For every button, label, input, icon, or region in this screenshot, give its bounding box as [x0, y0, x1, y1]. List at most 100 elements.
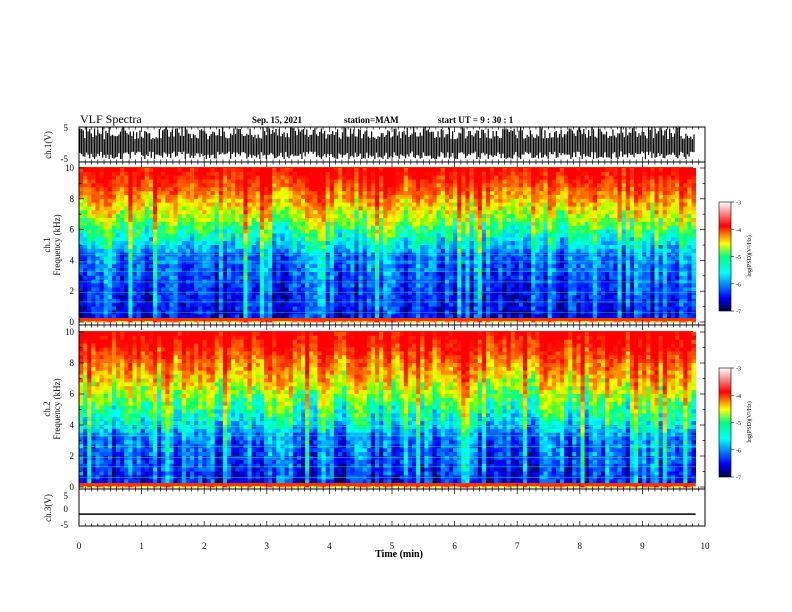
spectrogram-cell	[362, 260, 368, 265]
spectrogram-cell	[481, 179, 487, 184]
spectrogram-cell	[152, 206, 158, 211]
spectrogram-cell	[601, 168, 606, 173]
spectrogram-cell	[300, 187, 306, 192]
spectrogram-cell	[687, 214, 692, 219]
spectrogram-cell	[296, 229, 302, 234]
spectrogram-cell	[210, 245, 216, 250]
spectrogram-cell	[305, 221, 310, 227]
spectrogram-cell	[654, 260, 660, 265]
spectrogram-cell	[317, 237, 322, 242]
spectrogram-cell	[514, 214, 520, 219]
spectrogram-cell	[214, 198, 220, 204]
spectrogram-cell	[547, 202, 553, 207]
spectrogram-cell	[350, 221, 355, 227]
spectrogram-cell	[325, 187, 331, 192]
spectrogram-cell	[292, 245, 298, 250]
spectrogram-cell	[596, 271, 602, 277]
spectrogram-cell	[235, 218, 240, 223]
spectrogram-cell	[420, 198, 425, 204]
spectrogram-cell	[251, 187, 257, 192]
spectrogram-cell	[198, 187, 203, 192]
spectrogram-cell	[514, 218, 520, 223]
spectrogram-cell	[185, 275, 191, 281]
spectrogram-cell	[206, 194, 211, 200]
spectrogram-cell	[374, 171, 380, 177]
spectrogram-cell	[124, 206, 129, 211]
spectrogram-cell	[337, 275, 343, 281]
spectrogram-cell	[292, 225, 298, 230]
spectrogram-cell	[128, 237, 133, 242]
spectrogram-cell	[444, 241, 450, 246]
spectrogram-cell	[453, 264, 458, 269]
spectrogram-cell	[399, 210, 405, 215]
spectrogram-cell	[502, 187, 507, 192]
spectrogram-cell	[383, 171, 388, 177]
spectrogram-cell	[317, 210, 322, 215]
spectrogram-cell	[584, 248, 590, 254]
spectrogram-cell	[576, 248, 581, 254]
spectrogram-cell	[280, 237, 285, 242]
spectrogram-cell	[399, 256, 405, 261]
spectrogram-cell	[481, 206, 487, 211]
spectrogram-cell	[576, 268, 581, 273]
spectrogram-cell	[144, 187, 150, 192]
spectrogram-cell	[374, 206, 380, 211]
spectrogram-cell	[226, 225, 232, 230]
spectrogram-cell	[107, 275, 113, 281]
spectrogram-cell	[559, 175, 565, 180]
spectrogram-cell	[128, 260, 133, 265]
spectrogram-cell	[79, 194, 84, 200]
spectrogram-cell	[617, 194, 623, 200]
spectrogram-cell	[387, 202, 392, 207]
spectrogram-cell	[605, 191, 610, 196]
spectrogram-cell	[580, 233, 586, 238]
spectrogram-cell	[605, 214, 610, 219]
spectrogram-cell	[440, 248, 446, 254]
spectrogram-cell	[272, 187, 277, 192]
spectrogram-cell	[601, 218, 606, 223]
spectrogram-cell	[564, 214, 569, 219]
spectrogram-cell	[609, 179, 614, 184]
spectrogram-cell	[243, 171, 248, 177]
spectrogram-cell	[99, 191, 105, 196]
spectrogram-cell	[313, 237, 318, 242]
spectrogram-cell	[214, 260, 220, 265]
spectrogram-cell	[79, 175, 84, 180]
spectrogram-cell	[675, 175, 680, 180]
spectrogram-cell	[592, 221, 598, 227]
spectrogram-cell	[547, 194, 553, 200]
spectrogram-cell	[691, 245, 697, 250]
spectrogram-cell	[255, 245, 261, 250]
spectrogram-cell	[124, 175, 129, 180]
spectrogram-cell	[609, 194, 614, 200]
spectrogram-cell	[255, 271, 261, 277]
spectrogram-cell	[350, 271, 355, 277]
spectrogram-cell	[374, 225, 380, 230]
spectrogram-cell	[469, 187, 475, 192]
spectrogram-cell	[621, 206, 627, 211]
spectrogram-cell	[259, 283, 265, 288]
spectrogram-cell	[300, 171, 306, 177]
spectrogram-cell	[333, 233, 339, 238]
spectrogram-cell	[572, 241, 577, 246]
spectrogram-cell	[691, 229, 697, 234]
spectrogram-cell	[350, 218, 355, 223]
spectrogram-cell	[522, 264, 528, 269]
spectrogram-cell	[547, 275, 553, 281]
spectrogram-cell	[601, 229, 606, 234]
spectrogram-cell	[346, 194, 351, 200]
spectrogram-cell	[263, 194, 269, 200]
spectrogram-cell	[654, 218, 660, 223]
spectrogram-cell	[116, 225, 121, 230]
spectrogram-cell	[239, 252, 244, 257]
spectrogram-cell	[621, 218, 627, 223]
spectrogram-cell	[83, 221, 88, 227]
spectrogram-cell	[284, 168, 290, 173]
spectrogram-cell	[662, 194, 668, 200]
spectrogram-cell	[642, 268, 647, 273]
spectrogram-cell	[218, 260, 224, 265]
spectrogram-cell	[531, 268, 536, 273]
spectrogram-cell	[596, 268, 602, 273]
spectrogram-cell	[280, 221, 285, 227]
spectrogram-cell	[547, 191, 553, 196]
